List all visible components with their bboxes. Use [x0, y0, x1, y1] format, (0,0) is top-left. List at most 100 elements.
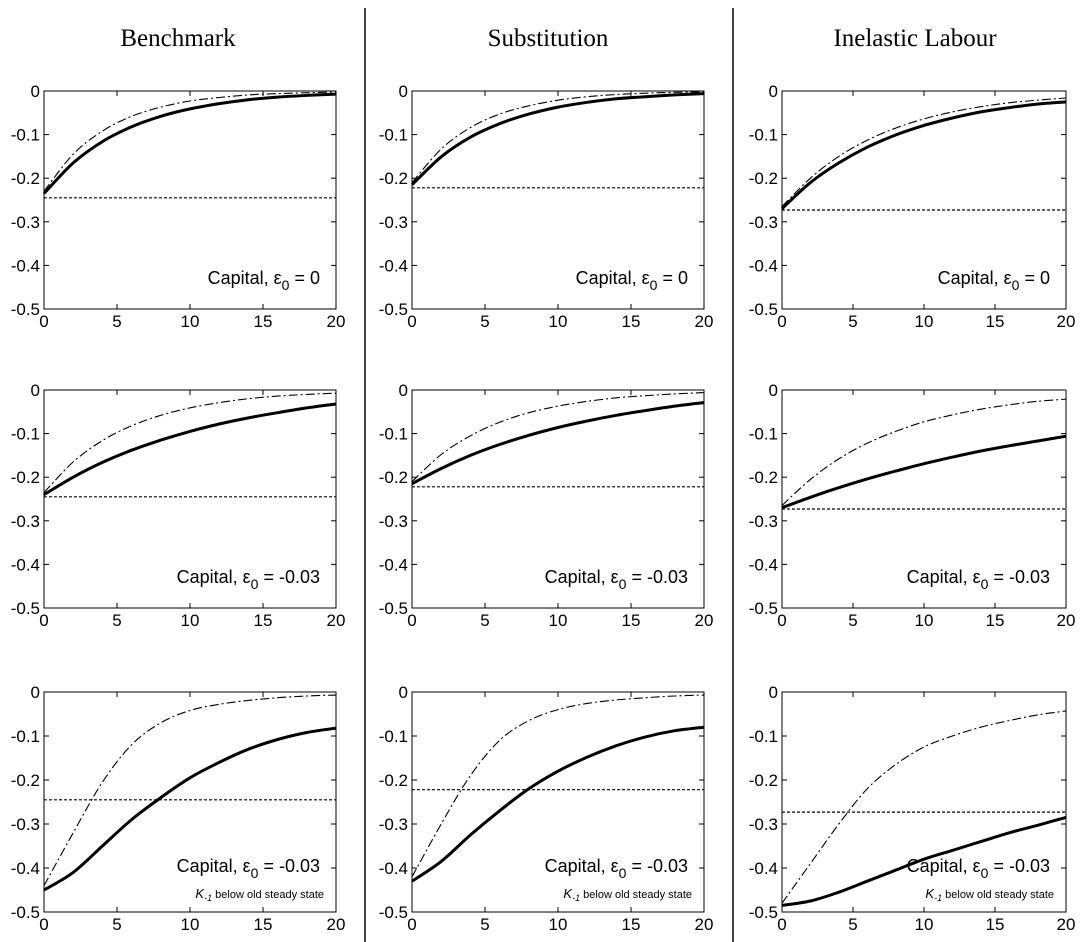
series-line-dashdot — [43, 91, 337, 192]
y-tick-label: -0.3 — [749, 815, 778, 834]
y-tick-label: -0.1 — [11, 425, 40, 444]
panel-label: Capital, ε0 = 0 — [208, 268, 320, 293]
x-tick-label: 15 — [622, 915, 641, 934]
plot-frame — [781, 90, 1067, 310]
y-tick-label: 0 — [31, 683, 40, 702]
y-tick-label: 0 — [769, 381, 778, 400]
panel-label-part: ε — [973, 856, 981, 876]
panel-label-part: ε — [243, 567, 251, 587]
panel-label: Capital, ε0 = -0.03 — [177, 567, 320, 592]
note-k-subscript: -1 — [572, 893, 580, 903]
series-line-dashdot — [781, 398, 1067, 506]
column-title-benchmark: Benchmark — [120, 25, 236, 52]
y-tick-label: 0 — [769, 683, 778, 702]
x-tick-label: 15 — [986, 611, 1005, 630]
y-tick-label: -0.5 — [11, 300, 40, 319]
series-line-dashdot — [781, 710, 1067, 904]
x-tick-label: 0 — [407, 611, 416, 630]
series-line-thick — [781, 815, 1067, 907]
series-line-dashdot — [411, 694, 705, 878]
x-tick-label: 5 — [848, 312, 857, 331]
series-line-dashdot — [411, 392, 705, 483]
x-tick-label: 0 — [39, 611, 48, 630]
note-k-symbol: K — [925, 886, 935, 901]
x-tick-label: 15 — [254, 312, 273, 331]
x-tick-label: 5 — [480, 915, 489, 934]
series-line-dashdot — [43, 392, 337, 493]
x-tick-label: 10 — [181, 915, 200, 934]
x-tick-label: 5 — [112, 312, 121, 331]
x-tick-label: 20 — [327, 915, 346, 934]
panel-label-part: Capital, — [938, 268, 1004, 288]
panel-label-part: Capital, — [208, 268, 274, 288]
panel-label-part: ε — [274, 268, 282, 288]
y-tick-label: -0.1 — [749, 425, 778, 444]
plot-frame — [43, 691, 337, 913]
x-tick-label: 20 — [695, 915, 714, 934]
panel-label-part: = 0 — [289, 268, 320, 288]
x-tick-label: 20 — [695, 312, 714, 331]
x-tick-label: 15 — [254, 915, 273, 934]
y-tick-label: -0.5 — [11, 599, 40, 618]
y-tick-label: -0.1 — [11, 126, 40, 145]
y-tick-label: -0.3 — [379, 815, 408, 834]
x-tick-label: 10 — [549, 611, 568, 630]
x-tick-label: 20 — [695, 611, 714, 630]
y-tick-label: -0.2 — [379, 169, 408, 188]
note-k-subscript: -1 — [204, 893, 212, 903]
panel-label-part: Capital, — [907, 856, 973, 876]
x-tick-label: 10 — [181, 611, 200, 630]
panel-label-part: ε — [243, 856, 251, 876]
series-line-thick — [411, 725, 705, 883]
plot-frame — [411, 90, 705, 310]
y-tick-label: -0.5 — [379, 599, 408, 618]
panel-label: Capital, ε0 = 0 — [938, 268, 1050, 293]
y-tick-label: -0.2 — [379, 468, 408, 487]
y-tick-label: -0.3 — [11, 213, 40, 232]
x-tick-label: 5 — [480, 312, 489, 331]
x-tick-label: 5 — [112, 611, 121, 630]
x-tick-label: 0 — [777, 611, 786, 630]
x-tick-label: 10 — [549, 915, 568, 934]
x-tick-label: 15 — [986, 312, 1005, 331]
series-line-thick — [780, 100, 1067, 210]
y-tick-label: -0.1 — [11, 727, 40, 746]
note-k-subscript: -1 — [934, 893, 942, 903]
series-line-thick — [43, 402, 337, 496]
panel-label-part: Capital, — [907, 567, 973, 587]
panel-label-part: 0 — [981, 865, 989, 881]
panel-label-part: = 0 — [657, 268, 688, 288]
y-tick-label: -0.5 — [379, 300, 408, 319]
panel-label-part: 0 — [650, 277, 658, 293]
panel-label-part: 0 — [251, 576, 259, 592]
panel-label-part: Capital, — [576, 268, 642, 288]
y-tick-label: 0 — [769, 82, 778, 101]
panel-label-part: ε — [611, 856, 619, 876]
panel-label-part: 0 — [282, 277, 290, 293]
note-k-symbol: K — [195, 886, 205, 901]
x-tick-label: 0 — [777, 312, 786, 331]
panel-note: K-1 below old steady state — [925, 886, 1054, 903]
y-tick-label: -0.4 — [379, 256, 408, 275]
plot-frame — [43, 389, 337, 609]
plot-frame — [411, 691, 705, 913]
plot-frame — [43, 90, 337, 310]
x-tick-label: 15 — [986, 915, 1005, 934]
x-tick-label: 10 — [915, 312, 934, 331]
panel-label-part: 0 — [619, 576, 627, 592]
y-tick-label: -0.5 — [379, 903, 408, 922]
series-line-thick — [43, 726, 337, 892]
y-tick-label: -0.5 — [749, 300, 778, 319]
y-tick-label: -0.3 — [379, 512, 408, 531]
x-tick-label: 15 — [622, 312, 641, 331]
panel-label-part: 0 — [1012, 277, 1020, 293]
y-tick-label: -0.5 — [749, 903, 778, 922]
